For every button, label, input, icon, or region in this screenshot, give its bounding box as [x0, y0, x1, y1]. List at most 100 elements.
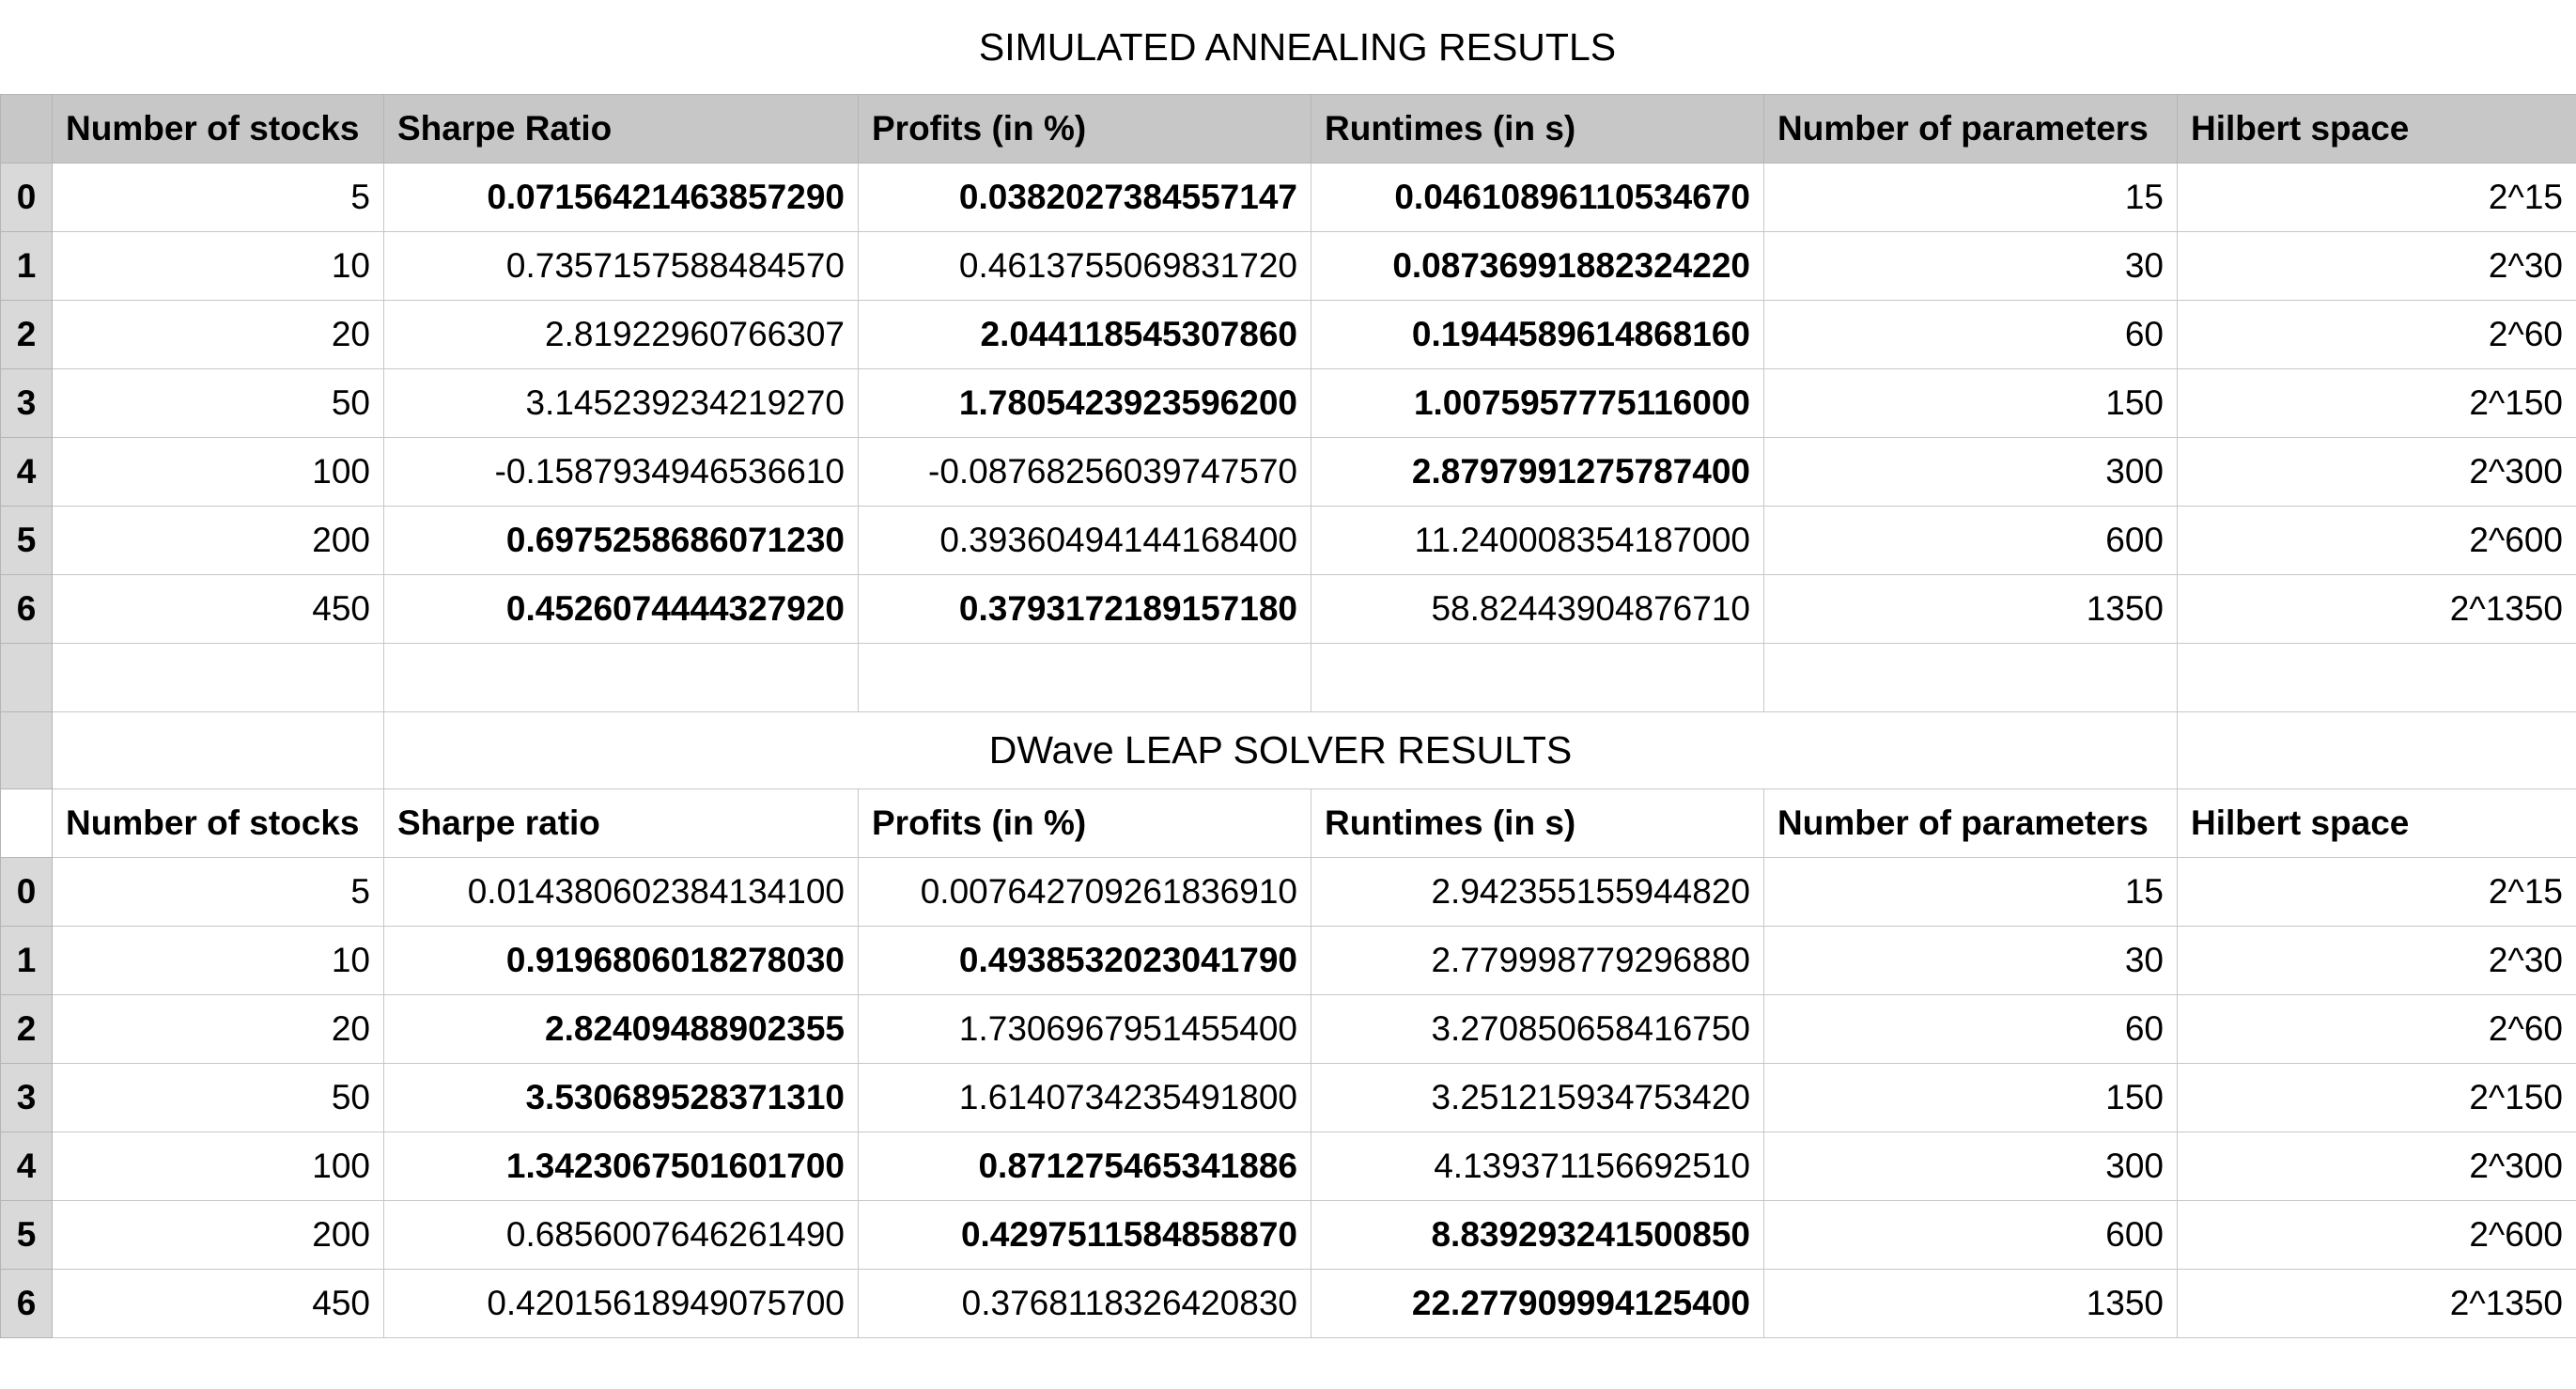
sharpe-cell[interactable]: 0.07156421463857290: [383, 163, 859, 232]
row-index[interactable]: [0, 643, 53, 712]
profit-cell[interactable]: 0.3768118326420830: [858, 1269, 1311, 1338]
corner-cell[interactable]: [0, 94, 53, 164]
params-cell[interactable]: 150: [1763, 368, 2178, 438]
params-cell[interactable]: 30: [1763, 926, 2178, 995]
sharpe-cell[interactable]: 3.530689528371310: [383, 1063, 859, 1132]
empty-cell[interactable]: [1311, 643, 1764, 712]
params-cell[interactable]: 600: [1763, 506, 2178, 575]
sharpe-cell[interactable]: 0.9196806018278030: [383, 926, 859, 995]
hilbert-cell[interactable]: 2^1350: [2177, 574, 2576, 644]
hilbert-cell[interactable]: 2^1350: [2177, 1269, 2576, 1338]
runtime-cell[interactable]: 3.270850658416750: [1311, 994, 1764, 1064]
profit-cell[interactable]: 0.4938532023041790: [858, 926, 1311, 995]
column-header[interactable]: Profits (in %): [858, 788, 1311, 858]
row-index[interactable]: [0, 711, 53, 789]
row-index[interactable]: 1: [0, 231, 53, 301]
runtime-cell[interactable]: 2.942355155944820: [1311, 857, 1764, 927]
hilbert-cell[interactable]: 2^300: [2177, 437, 2576, 507]
stocks-cell[interactable]: 5: [52, 857, 384, 927]
hilbert-cell[interactable]: 2^30: [2177, 231, 2576, 301]
sharpe-cell[interactable]: 0.4526074444327920: [383, 574, 859, 644]
sharpe-cell[interactable]: 0.014380602384134100: [383, 857, 859, 927]
sharpe-cell[interactable]: -0.1587934946536610: [383, 437, 859, 507]
row-index[interactable]: 1: [0, 926, 53, 995]
stocks-cell[interactable]: 450: [52, 574, 384, 644]
profit-cell[interactable]: 0.007642709261836910: [858, 857, 1311, 927]
hilbert-cell[interactable]: 2^300: [2177, 1131, 2576, 1201]
column-header[interactable]: Sharpe ratio: [383, 788, 859, 858]
hilbert-cell[interactable]: 2^600: [2177, 506, 2576, 575]
row-index[interactable]: 0: [0, 163, 53, 232]
sharpe-cell[interactable]: 0.6975258686071230: [383, 506, 859, 575]
profit-cell[interactable]: -0.08768256039747570: [858, 437, 1311, 507]
profit-cell[interactable]: 0.3793172189157180: [858, 574, 1311, 644]
column-header[interactable]: Hilbert space: [2177, 788, 2576, 858]
params-cell[interactable]: 1350: [1763, 574, 2178, 644]
params-cell[interactable]: 60: [1763, 300, 2178, 369]
profit-cell[interactable]: 0.871275465341886: [858, 1131, 1311, 1201]
params-cell[interactable]: 15: [1763, 163, 2178, 232]
column-header[interactable]: Number of stocks: [52, 788, 384, 858]
empty-cell[interactable]: [2177, 711, 2576, 789]
runtime-cell[interactable]: 11.240008354187000: [1311, 506, 1764, 575]
column-header[interactable]: Hilbert space: [2177, 94, 2576, 164]
runtime-cell[interactable]: 0.1944589614868160: [1311, 300, 1764, 369]
hilbert-cell[interactable]: 2^150: [2177, 1063, 2576, 1132]
column-header[interactable]: Profits (in %): [858, 94, 1311, 164]
hilbert-cell[interactable]: 2^15: [2177, 857, 2576, 927]
row-index[interactable]: 3: [0, 1063, 53, 1132]
column-header[interactable]: Runtimes (in s): [1311, 94, 1764, 164]
runtime-cell[interactable]: 3.251215934753420: [1311, 1063, 1764, 1132]
sharpe-cell[interactable]: 2.82409488902355: [383, 994, 859, 1064]
hilbert-cell[interactable]: 2^30: [2177, 926, 2576, 995]
column-header[interactable]: Number of parameters: [1763, 788, 2178, 858]
profit-cell[interactable]: 1.6140734235491800: [858, 1063, 1311, 1132]
empty-cell[interactable]: [52, 711, 384, 789]
row-index[interactable]: 4: [0, 1131, 53, 1201]
params-cell[interactable]: 60: [1763, 994, 2178, 1064]
stocks-cell[interactable]: 10: [52, 926, 384, 995]
stocks-cell[interactable]: 200: [52, 1200, 384, 1270]
stocks-cell[interactable]: 50: [52, 368, 384, 438]
column-header[interactable]: Number of stocks: [52, 94, 384, 164]
hilbert-cell[interactable]: 2^150: [2177, 368, 2576, 438]
row-index[interactable]: 0: [0, 857, 53, 927]
sharpe-cell[interactable]: 0.42015618949075700: [383, 1269, 859, 1338]
params-cell[interactable]: 300: [1763, 437, 2178, 507]
hilbert-cell[interactable]: 2^60: [2177, 300, 2576, 369]
profit-cell[interactable]: 0.4613755069831720: [858, 231, 1311, 301]
row-index[interactable]: 3: [0, 368, 53, 438]
row-index[interactable]: 2: [0, 300, 53, 369]
column-header[interactable]: Sharpe Ratio: [383, 94, 859, 164]
runtime-cell[interactable]: 0.04610896110534670: [1311, 163, 1764, 232]
params-cell[interactable]: 30: [1763, 231, 2178, 301]
params-cell[interactable]: 15: [1763, 857, 2178, 927]
sharpe-cell[interactable]: 3.145239234219270: [383, 368, 859, 438]
row-index[interactable]: 5: [0, 506, 53, 575]
profit-cell[interactable]: 0.0382027384557147: [858, 163, 1311, 232]
empty-cell[interactable]: [2177, 643, 2576, 712]
row-index[interactable]: 4: [0, 437, 53, 507]
profit-cell[interactable]: 1.7805423923596200: [858, 368, 1311, 438]
stocks-cell[interactable]: 50: [52, 1063, 384, 1132]
column-header[interactable]: Runtimes (in s): [1311, 788, 1764, 858]
empty-cell[interactable]: [1763, 643, 2178, 712]
row-index[interactable]: 6: [0, 1269, 53, 1338]
params-cell[interactable]: 600: [1763, 1200, 2178, 1270]
sharpe-cell[interactable]: 1.3423067501601700: [383, 1131, 859, 1201]
row-index[interactable]: 5: [0, 1200, 53, 1270]
runtime-cell[interactable]: 58.82443904876710: [1311, 574, 1764, 644]
corner-cell[interactable]: [0, 788, 53, 858]
stocks-cell[interactable]: 100: [52, 1131, 384, 1201]
runtime-cell[interactable]: 2.779998779296880: [1311, 926, 1764, 995]
stocks-cell[interactable]: 5: [52, 163, 384, 232]
profit-cell[interactable]: 1.7306967951455400: [858, 994, 1311, 1064]
hilbert-cell[interactable]: 2^15: [2177, 163, 2576, 232]
runtime-cell[interactable]: 8.839293241500850: [1311, 1200, 1764, 1270]
empty-cell[interactable]: [52, 643, 384, 712]
params-cell[interactable]: 1350: [1763, 1269, 2178, 1338]
hilbert-cell[interactable]: 2^600: [2177, 1200, 2576, 1270]
dwave-title[interactable]: DWave LEAP SOLVER RESULTS: [383, 711, 2178, 789]
stocks-cell[interactable]: 10: [52, 231, 384, 301]
runtime-cell[interactable]: 2.8797991275787400: [1311, 437, 1764, 507]
